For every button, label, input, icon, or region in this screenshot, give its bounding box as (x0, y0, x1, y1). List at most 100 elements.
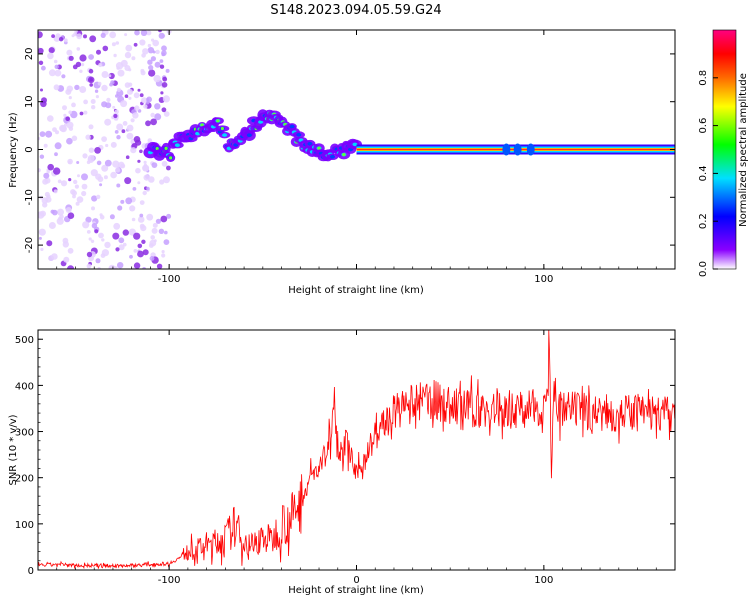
noise-point (48, 47, 55, 54)
noise-point (163, 176, 170, 184)
noise-point (124, 33, 128, 37)
noise-point (66, 137, 73, 145)
noise-point (125, 155, 130, 159)
noise-point (71, 34, 75, 38)
noise-point (95, 258, 101, 264)
ridge-core (330, 155, 335, 159)
noise-point (112, 232, 120, 240)
colorbar-tick-label: 0.2 (698, 213, 709, 229)
noise-point (152, 222, 158, 228)
noise-point (73, 179, 78, 185)
ridge-core (296, 133, 302, 137)
noise-point (135, 139, 142, 146)
x-tick-label: -100 (158, 274, 181, 285)
noise-point (115, 247, 120, 252)
noise-point (148, 65, 154, 71)
noise-point (133, 92, 140, 99)
noise-point (111, 42, 116, 47)
noise-point (147, 47, 155, 54)
noise-point (48, 255, 54, 261)
noise-point (135, 167, 141, 174)
noise-point (110, 171, 117, 179)
noise-point (113, 53, 117, 58)
noise-point (68, 178, 72, 182)
noise-point (72, 64, 78, 70)
noise-point (58, 216, 62, 221)
noise-point (47, 52, 54, 60)
noise-point (38, 168, 41, 173)
noise-point (76, 161, 80, 164)
noise-point (115, 41, 120, 45)
y-tick-label: 300 (15, 428, 34, 439)
ridge-peak (169, 156, 173, 160)
noise-point (38, 47, 44, 54)
noise-point (154, 61, 161, 68)
y-tick-label: 10 (24, 95, 35, 108)
noise-point (131, 217, 136, 222)
colorbar-tick-label: 0.4 (698, 165, 709, 181)
y-tick-label: 200 (15, 474, 34, 485)
y-tick-label: -10 (24, 189, 35, 205)
noise-point (57, 208, 64, 216)
noise-point (101, 84, 108, 92)
noise-point (95, 95, 99, 99)
colorbar-tick-label: 0.0 (698, 261, 709, 277)
noise-point (77, 174, 80, 178)
noise-point (81, 63, 85, 67)
noise-point (142, 190, 147, 196)
noise-point (58, 37, 64, 42)
noise-point (142, 48, 149, 55)
noise-point (158, 32, 165, 39)
noise-point (101, 71, 109, 78)
colorbar: 0.0 0.2 0.4 0.6 0.8 Normalized spectral ampl… (698, 29, 749, 277)
noise-point (60, 180, 68, 187)
noise-point (140, 30, 148, 36)
noise-point (137, 159, 141, 163)
noise-point (114, 109, 119, 114)
noise-point (83, 99, 88, 105)
noise-point (71, 102, 76, 108)
noise-point (115, 61, 124, 70)
noise-point (66, 121, 74, 129)
noise-point (102, 45, 109, 52)
noise-point (63, 256, 70, 263)
noise-point (45, 196, 52, 203)
ridge-core (195, 131, 201, 136)
noise-point (120, 100, 128, 108)
snr-xlabel: Height of straight line (km) (288, 585, 424, 596)
noise-point (161, 82, 168, 88)
noise-point (82, 221, 90, 229)
noise-point (154, 113, 162, 121)
noise-point (118, 237, 125, 244)
noise-point (101, 249, 109, 257)
noise-point (40, 88, 43, 92)
noise-point (40, 247, 44, 251)
noise-point (104, 241, 111, 249)
noise-point (88, 68, 94, 74)
colorbar-ticks: 0.0 0.2 0.4 0.6 0.8 (698, 70, 718, 277)
y-tick-label: 0 (24, 146, 35, 152)
noise-point (68, 96, 72, 100)
noise-point (129, 254, 133, 259)
noise-point (139, 149, 143, 154)
snr-marks (38, 330, 675, 570)
noise-point (133, 42, 138, 47)
ridge-core (289, 124, 295, 129)
noise-point (90, 239, 95, 243)
noise-point (166, 213, 172, 219)
noise-point (62, 241, 69, 248)
noise-point (139, 200, 145, 206)
noise-point (63, 38, 68, 43)
noise-point (116, 123, 124, 131)
noise-point (147, 43, 152, 48)
colorbar-tick-label: 0.6 (698, 118, 709, 134)
noise-point (143, 174, 150, 181)
noise-point (115, 167, 121, 173)
noise-point (44, 177, 51, 184)
colorbar-scale (712, 29, 737, 270)
noise-point (53, 167, 61, 175)
noise-point (76, 33, 83, 40)
noise-point (38, 31, 43, 39)
noise-point (113, 266, 118, 269)
